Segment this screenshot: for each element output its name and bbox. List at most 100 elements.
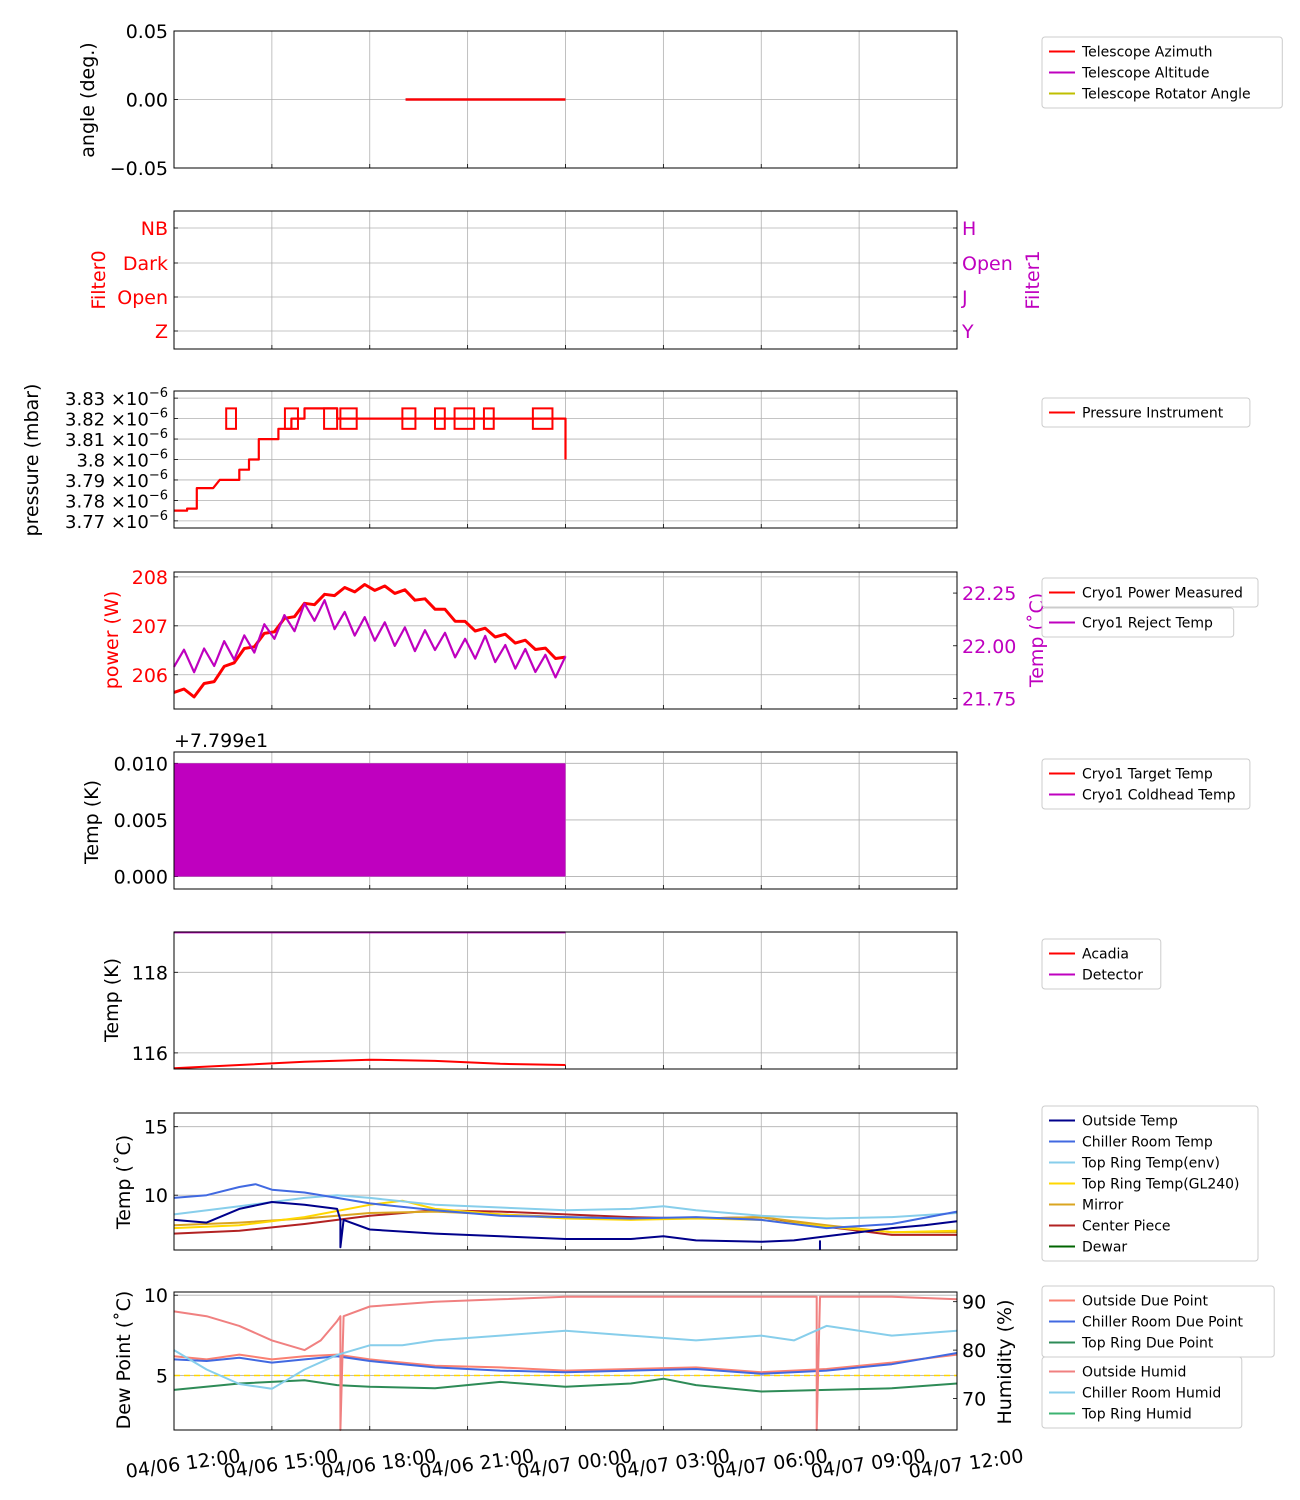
- legend-label: Top Ring Temp(GL240): [1081, 1177, 1240, 1193]
- series-line: [174, 407, 567, 512]
- axes-frame: [173, 390, 958, 529]
- y-tick-label-left: 208: [132, 567, 168, 589]
- tick-unit: ×10: [105, 389, 149, 410]
- legend-label: Top Ring Temp(env): [1081, 1156, 1220, 1172]
- series-flicker: [339, 407, 358, 430]
- legend-label: Cryo1 Power Measured: [1082, 586, 1243, 602]
- tick-mantissa: 3.79: [65, 471, 105, 492]
- tick-mantissa: 3.82: [65, 410, 105, 431]
- y-tick-label-left: 207: [132, 616, 168, 638]
- legend-label: Top Ring Humid: [1081, 1407, 1192, 1423]
- y-tick-label: 10: [144, 1185, 168, 1207]
- tick-exponent: −6: [149, 468, 168, 483]
- y-tick-label-right: 70: [962, 1389, 986, 1411]
- axes-frame: [173, 1112, 958, 1251]
- legend-box: [1041, 758, 1251, 810]
- tick-exponent: −6: [149, 427, 168, 442]
- legend-box: [1041, 938, 1162, 990]
- y-tick-label: 3.78 ×10−6: [65, 488, 168, 512]
- legend-label: Acadia: [1082, 947, 1129, 963]
- series-flicker: [283, 407, 299, 430]
- series-line: [173, 1352, 958, 1375]
- y-tick-label: −0.05: [110, 158, 168, 180]
- legend-box: [1041, 607, 1235, 638]
- series-flicker: [531, 407, 554, 430]
- legend-label: Top Ring Due Point: [1081, 1336, 1214, 1352]
- y-axis-label: power (W): [101, 591, 123, 689]
- y-tick-label: 3.8 ×10−6: [76, 448, 168, 472]
- tick-unit: ×10: [105, 430, 149, 451]
- y-tick-label: 0.05: [126, 21, 168, 43]
- tick-exponent: −6: [149, 448, 168, 463]
- y-tick-label-right: 80: [962, 1340, 986, 1362]
- y-tick-label-left: Z: [155, 321, 168, 343]
- y-tick-label-left: 10: [144, 1285, 168, 1307]
- y-tick-label: 116: [132, 1043, 168, 1065]
- series-line-reject: [173, 599, 567, 679]
- y-tick-label-right: 21.75: [962, 688, 1016, 710]
- legend-box: [1041, 577, 1259, 608]
- tick-unit: ×10: [105, 512, 149, 533]
- legend-label: Mirror: [1082, 1198, 1123, 1214]
- legend-label: Dewar: [1082, 1240, 1127, 1256]
- y-tick-label: 3.77 ×10−6: [65, 509, 168, 533]
- legend-label: Telescope Altitude: [1081, 66, 1210, 82]
- legend-box: [1041, 1105, 1259, 1262]
- y-axis-label: angle (deg.): [77, 42, 99, 157]
- series-line: [173, 1058, 566, 1070]
- y-axis-label: Temp (˚C): [113, 1135, 135, 1230]
- series-flicker: [434, 407, 446, 430]
- tick-exponent: −6: [149, 386, 168, 401]
- legend-label: Detector: [1082, 968, 1143, 984]
- legend-label: Telescope Azimuth: [1081, 45, 1212, 61]
- legend-label: Chiller Room Due Point: [1082, 1315, 1243, 1331]
- y-tick-label-left: 5: [156, 1365, 168, 1387]
- series-line: [173, 1324, 958, 1390]
- y-tick-label-right: H: [962, 218, 976, 240]
- tick-exponent: −6: [149, 509, 168, 524]
- tick-unit: ×10: [105, 471, 149, 492]
- series-line: [173, 1183, 958, 1230]
- y-axis-label: Filter0: [88, 250, 110, 309]
- tick-mantissa: 3.83: [65, 389, 105, 410]
- panel-environment-temp: 15 10 Temp (˚C) Outside Temp Chiller Room Te…: [113, 1105, 1259, 1262]
- y-tick-label: 15: [144, 1117, 168, 1139]
- y-axis-label: Temp (K): [101, 958, 123, 1043]
- axes-frame: [173, 931, 958, 1070]
- legend-label: Cryo1 Target Temp: [1082, 767, 1213, 783]
- y-tick-label-right: J: [961, 287, 968, 309]
- y-tick-label-right: Y: [961, 321, 974, 343]
- y-tick-label-right: 90: [962, 1292, 986, 1314]
- tick-mantissa: 3.81: [65, 430, 105, 451]
- y-axis-label: Humidity (%): [994, 1299, 1016, 1424]
- tick-exponent: −6: [149, 488, 168, 503]
- y-tick-label-right: 22.25: [962, 583, 1016, 605]
- panel-cryo-temp: 0.010 0.005 0.000 +7.799e1 Temp (K) Cryo1 Tar…: [81, 730, 1251, 890]
- axis-offset-label: +7.799e1: [174, 730, 268, 752]
- tick-unit: ×10: [105, 451, 149, 472]
- series-line-power: [173, 583, 566, 699]
- series-flicker: [323, 407, 339, 430]
- legend-box: [1041, 1356, 1243, 1429]
- y-tick-label-left: Dark: [123, 253, 168, 275]
- legend-label: Cryo1 Reject Temp: [1082, 616, 1213, 632]
- y-tick-label: 0.010: [114, 753, 168, 775]
- tick-mantissa: 3.8: [76, 451, 105, 472]
- series-line: [173, 1201, 958, 1249]
- series-line: [173, 1295, 958, 1431]
- y-tick-label: 118: [132, 962, 168, 984]
- series-flicker: [453, 407, 476, 430]
- axes-frame: [173, 210, 958, 350]
- legend-label: Chiller Room Humid: [1082, 1386, 1221, 1402]
- y-tick-label: 0.00: [126, 90, 168, 112]
- legend-label: Cryo1 Coldhead Temp: [1082, 788, 1236, 804]
- series-line: [173, 1194, 958, 1220]
- tick-mantissa: 3.77: [65, 512, 105, 533]
- axes-frame: [173, 571, 958, 710]
- y-tick-label: 3.79 ×10−6: [65, 468, 168, 492]
- legend-label: Outside Due Point: [1082, 1294, 1209, 1310]
- panel-dewpoint-humidity: 10 5 90 80 70 Dew Point (˚C) Humidity (%) Outsi…: [113, 1285, 1275, 1431]
